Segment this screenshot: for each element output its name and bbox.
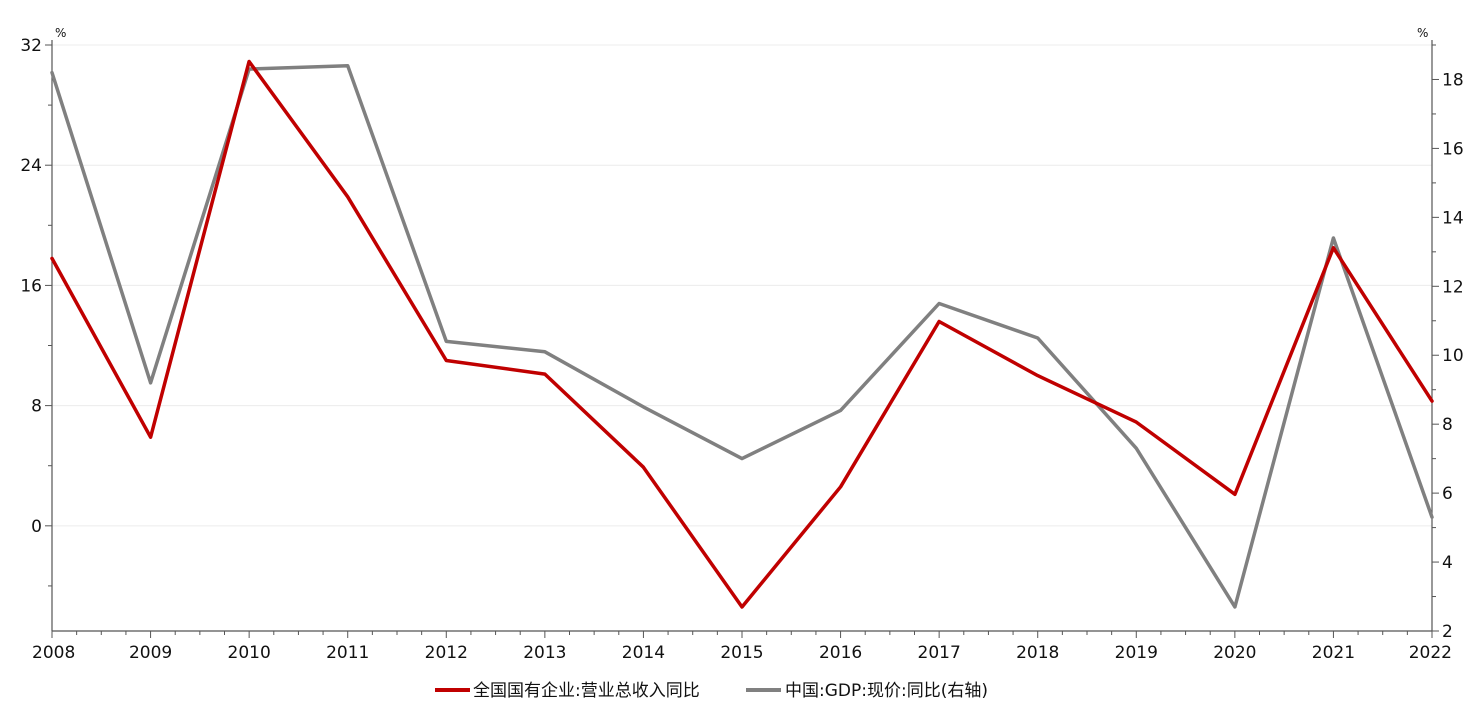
- x-tick-label-2020: 2020: [1213, 643, 1256, 663]
- right-tick-label-2: 2: [1442, 622, 1453, 642]
- x-tick-label-2011: 2011: [326, 643, 369, 663]
- right-tick-label-10: 10: [1442, 346, 1464, 366]
- x-tick-label-2021: 2021: [1312, 643, 1355, 663]
- left-tick-label-32: 32: [20, 36, 42, 56]
- right-tick-label-14: 14: [1442, 208, 1464, 228]
- series-lines: [50, 59, 1434, 609]
- x-tick-label-2008: 2008: [32, 643, 75, 663]
- left-axis-unit: %: [55, 26, 66, 40]
- right-axis-unit: %: [1417, 26, 1428, 40]
- right-tick-label-16: 16: [1442, 139, 1464, 159]
- right-tick-label-4: 4: [1442, 553, 1453, 573]
- right-tick-label-18: 18: [1442, 70, 1464, 90]
- right-tick-label-6: 6: [1442, 484, 1453, 504]
- legend-label-gdp: 中国:GDP:现价:同比(右轴): [785, 681, 988, 701]
- x-tick-label-2014: 2014: [622, 643, 665, 663]
- left-tick-label-8: 8: [31, 397, 42, 417]
- x-tick-label-2012: 2012: [425, 643, 468, 663]
- x-tick-label-2017: 2017: [918, 643, 961, 663]
- x-tick-label-2013: 2013: [523, 643, 566, 663]
- left-tick-label-16: 16: [20, 276, 42, 296]
- right-tick-label-8: 8: [1442, 415, 1453, 435]
- grid-lines: [52, 44, 1432, 527]
- left-tick-label-24: 24: [20, 156, 42, 176]
- x-tick-label-2022: 2022: [1409, 643, 1452, 663]
- right-tick-label-12: 12: [1442, 277, 1464, 297]
- x-tick-label-2019: 2019: [1115, 643, 1158, 663]
- x-tick-label-2009: 2009: [129, 643, 172, 663]
- x-tick-label-2016: 2016: [819, 643, 862, 663]
- legend-label-revenue: 全国国有企业:营业总收入同比: [473, 681, 700, 701]
- x-tick-label-2018: 2018: [1016, 643, 1059, 663]
- legend: 全国国有企业:营业总收入同比 中国:GDP:现价:同比(右轴): [435, 681, 988, 701]
- series-line-gdp: [50, 63, 1434, 609]
- left-tick-label-0: 0: [31, 517, 42, 537]
- x-tick-label-2015: 2015: [720, 643, 763, 663]
- series-line-revenue: [50, 59, 1434, 609]
- x-tick-label-2010: 2010: [228, 643, 271, 663]
